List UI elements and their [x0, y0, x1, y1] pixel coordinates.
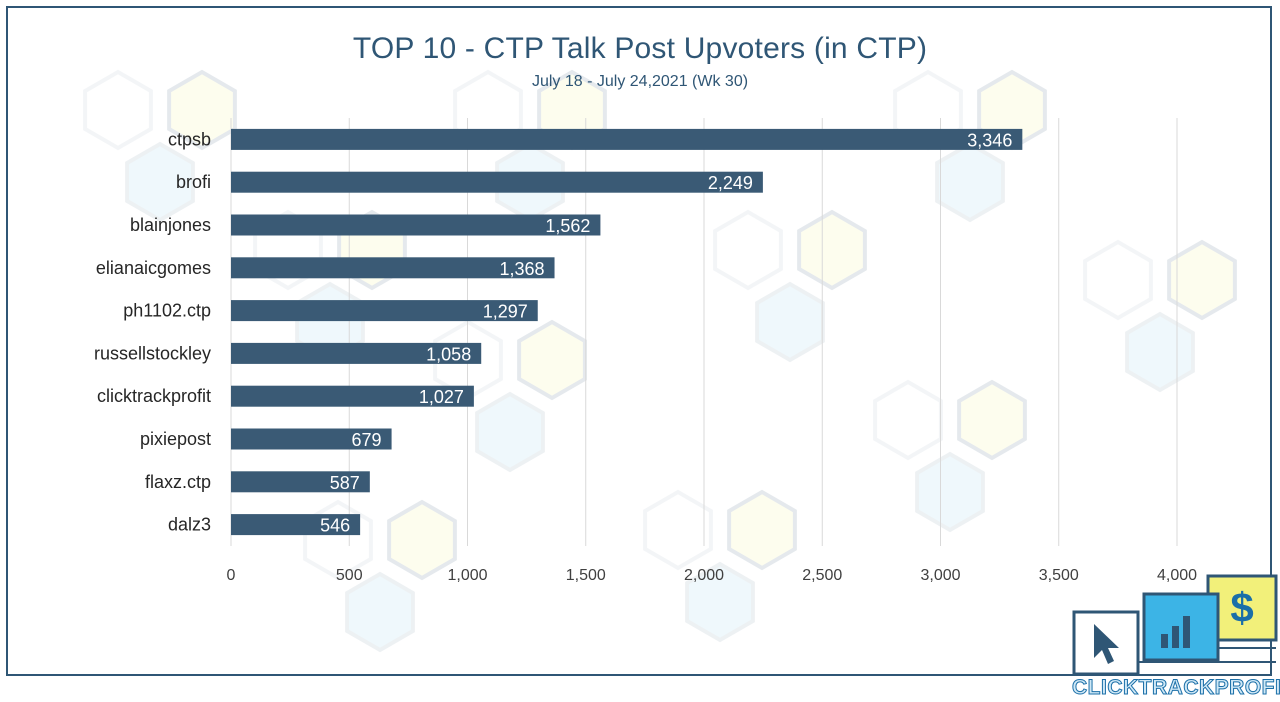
chart-subtitle: July 18 - July 24,2021 (Wk 30)	[531, 73, 749, 90]
data-label: 1,027	[419, 387, 464, 407]
watermark-hex	[713, 209, 783, 291]
data-label: 2,249	[708, 173, 753, 193]
watermark-hex	[1167, 239, 1237, 321]
data-label: 679	[352, 430, 382, 450]
bar	[231, 428, 392, 450]
category-label: clicktrackprofit	[97, 386, 211, 406]
watermark-hex	[1125, 311, 1195, 393]
watermark-hex	[1083, 239, 1153, 321]
category-label: elianaicgomes	[96, 258, 211, 278]
bar	[231, 300, 538, 322]
watermark-hex	[83, 69, 153, 151]
data-label: 3,346	[967, 130, 1012, 150]
data-label: 1,368	[499, 259, 544, 279]
watermark-hex	[957, 379, 1027, 461]
x-tick-label: 4,000	[1157, 567, 1197, 584]
data-label: 1,297	[483, 302, 528, 322]
x-tick-label: 3,500	[1039, 567, 1079, 584]
watermark-hex	[727, 489, 797, 571]
x-tick-label: 1,000	[447, 567, 487, 584]
dollar-icon: $	[1230, 584, 1253, 631]
watermark-hex	[387, 499, 457, 581]
data-label: 587	[330, 473, 360, 493]
watermark-hex	[345, 571, 415, 653]
category-label: ph1102.ctp	[123, 301, 211, 321]
category-label: blainjones	[130, 215, 211, 235]
bar	[231, 514, 361, 536]
watermark-hex	[797, 209, 867, 291]
bar	[231, 128, 1023, 150]
data-label: 546	[320, 516, 350, 536]
watermark-hex	[915, 451, 985, 533]
x-tick-label: 2,500	[802, 567, 842, 584]
bar	[231, 385, 474, 407]
category-label: pixiepost	[140, 429, 211, 449]
category-label: russellstockley	[94, 343, 211, 363]
watermark-hex	[755, 281, 825, 363]
x-tick-label: 3,000	[920, 567, 960, 584]
category-label: brofi	[176, 172, 211, 192]
logo-wordmark: CLICKTRACKPROFIT	[1072, 676, 1280, 700]
bar	[231, 342, 482, 364]
x-tick-label: 2,000	[684, 567, 724, 584]
x-tick-label: 500	[336, 567, 363, 584]
chart-frame	[6, 6, 1272, 676]
bar	[231, 171, 763, 193]
cursor-icon	[1094, 624, 1119, 664]
watermark-hex	[643, 489, 713, 571]
watermark-hex	[517, 319, 587, 401]
category-label: ctpsb	[168, 129, 211, 149]
bar	[231, 257, 555, 279]
bar	[231, 471, 370, 493]
data-label: 1,058	[426, 344, 471, 364]
clicktrackprofit-logo: $	[1072, 574, 1278, 676]
bar-chart-icon	[1161, 634, 1168, 648]
category-label: flaxz.ctp	[145, 472, 211, 492]
watermark-hex	[475, 391, 545, 473]
watermark-hex	[167, 69, 237, 151]
x-tick-label: 0	[227, 567, 236, 584]
watermark-hex	[685, 561, 755, 643]
watermark-hex	[125, 141, 195, 223]
category-label: dalz3	[168, 515, 211, 535]
x-tick-label: 1,500	[566, 567, 606, 584]
data-label: 1,562	[545, 216, 590, 236]
watermark-hex	[935, 141, 1005, 223]
chart-title: TOP 10 - CTP Talk Post Upvoters (in CTP)	[352, 32, 928, 65]
bar	[231, 214, 601, 236]
